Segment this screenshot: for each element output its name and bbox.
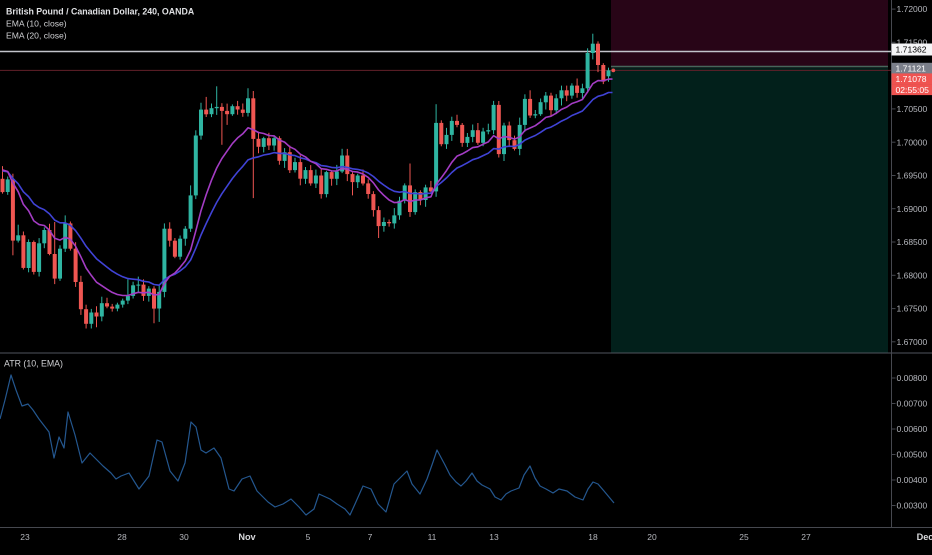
svg-text:Dec: Dec	[917, 532, 932, 542]
svg-text:1.72000: 1.72000	[897, 4, 928, 14]
svg-text:1.68500: 1.68500	[897, 237, 928, 247]
svg-text:EMA (20, close): EMA (20, close)	[6, 31, 67, 41]
svg-text:20: 20	[647, 532, 657, 542]
svg-text:1.67000: 1.67000	[897, 337, 928, 347]
svg-text:18: 18	[588, 532, 598, 542]
svg-text:Nov: Nov	[238, 532, 256, 542]
svg-text:1.69500: 1.69500	[897, 171, 928, 181]
svg-text:7: 7	[368, 532, 373, 542]
svg-text:5: 5	[306, 532, 311, 542]
svg-text:0.00600: 0.00600	[897, 424, 928, 434]
svg-text:27: 27	[801, 532, 811, 542]
svg-text:1.71362: 1.71362	[896, 45, 927, 55]
svg-text:1.68000: 1.68000	[897, 270, 928, 280]
svg-text:30: 30	[179, 532, 189, 542]
svg-text:0.00500: 0.00500	[897, 450, 928, 460]
svg-text:0.00800: 0.00800	[897, 373, 928, 383]
svg-text:1.67500: 1.67500	[897, 304, 928, 314]
svg-text:ATR (10, EMA): ATR (10, EMA)	[4, 359, 63, 369]
svg-text:0.00300: 0.00300	[897, 501, 928, 511]
svg-text:1.70000: 1.70000	[897, 137, 928, 147]
svg-text:0.00700: 0.00700	[897, 399, 928, 409]
svg-text:1.70500: 1.70500	[897, 104, 928, 114]
svg-text:EMA (10, close): EMA (10, close)	[6, 19, 67, 29]
svg-text:1.71121: 1.71121	[896, 64, 927, 74]
svg-text:British Pound / Canadian Dolla: British Pound / Canadian Dollar, 240, OA…	[6, 7, 195, 17]
svg-text:11: 11	[428, 532, 437, 542]
svg-text:23: 23	[20, 532, 30, 542]
svg-text:28: 28	[117, 532, 127, 542]
svg-text:25: 25	[739, 532, 749, 542]
svg-text:1.71078: 1.71078	[896, 74, 927, 84]
svg-text:13: 13	[489, 532, 499, 542]
svg-text:02:55:05: 02:55:05	[896, 85, 930, 95]
svg-text:0.00400: 0.00400	[897, 475, 928, 485]
svg-text:1.69000: 1.69000	[897, 204, 928, 214]
